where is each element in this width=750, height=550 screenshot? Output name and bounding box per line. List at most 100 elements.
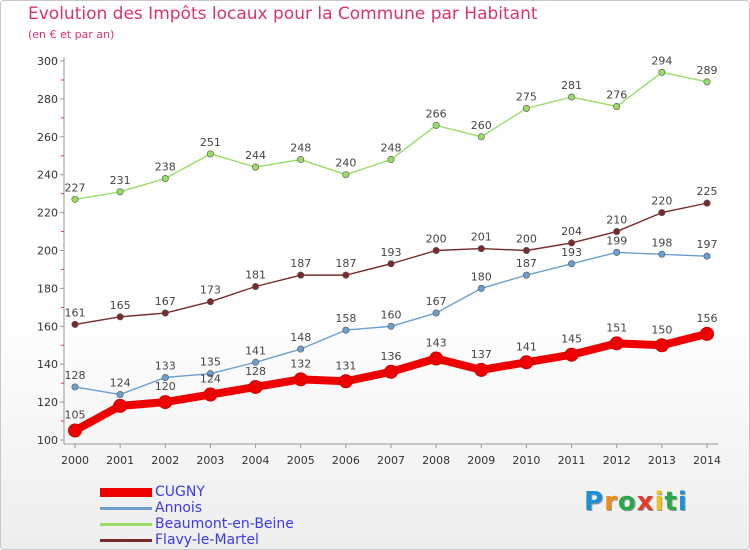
data-point-cugny: [474, 362, 489, 377]
data-label-beaumont-en-beine: 231: [110, 174, 131, 187]
data-point-beaumont-en-beine: [206, 150, 214, 158]
data-point-annois: [71, 383, 79, 391]
data-point-cugny: [113, 398, 128, 413]
legend-label-flavy-le-martel: Flavy-le-Martel: [155, 532, 259, 548]
data-point-cugny: [519, 355, 534, 370]
data-point-beaumont-en-beine: [658, 68, 666, 76]
legend-item-flavy-le-martel[interactable]: Flavy-le-Martel: [100, 532, 294, 548]
proxiti-logo[interactable]: Proxiti: [584, 487, 688, 517]
data-point-flavy-le-martel: [206, 298, 214, 306]
x-tick-label: 2004: [242, 454, 270, 467]
data-point-flavy-le-martel: [432, 247, 440, 255]
x-tick-label: 2001: [106, 454, 134, 467]
data-label-cugny: 105: [65, 409, 86, 422]
data-label-flavy-le-martel: 181: [245, 269, 266, 282]
x-tick-label: 2007: [377, 454, 405, 467]
data-label-cugny: 143: [426, 337, 447, 350]
logo-letter: t: [664, 487, 678, 517]
data-point-beaumont-en-beine: [252, 163, 260, 171]
data-point-flavy-le-martel: [297, 271, 305, 279]
data-label-cugny: 120: [155, 380, 176, 393]
y-tick-label: 220: [37, 207, 58, 220]
data-point-annois: [522, 271, 530, 279]
data-point-cugny: [338, 374, 353, 389]
y-tick-label: 240: [37, 169, 58, 182]
chart-axes: 100 120 140 160 180 200 220 240 260 280 300 2000 200…: [37, 55, 721, 467]
data-label-annois: 198: [651, 236, 672, 249]
data-point-annois: [703, 252, 711, 260]
legend: CUGNY Annois Beaumont-en-Beine Flavy-le-…: [100, 484, 294, 548]
data-label-beaumont-en-beine: 281: [561, 79, 582, 92]
data-label-beaumont-en-beine: 248: [381, 142, 402, 155]
data-point-annois: [161, 373, 169, 381]
data-label-cugny: 132: [290, 357, 311, 370]
data-point-flavy-le-martel: [658, 209, 666, 217]
x-tick-label: 2011: [558, 454, 586, 467]
data-label-annois: 133: [155, 359, 176, 372]
data-point-cugny: [564, 347, 579, 362]
data-point-beaumont-en-beine: [568, 93, 576, 101]
data-label-flavy-le-martel: 201: [471, 231, 492, 244]
logo-letter: P: [584, 487, 605, 517]
data-point-cugny: [68, 423, 82, 438]
data-point-cugny: [654, 338, 669, 353]
data-label-beaumont-en-beine: 251: [200, 136, 221, 149]
x-tick-label: 2010: [512, 454, 540, 467]
data-point-flavy-le-martel: [387, 260, 395, 268]
legend-swatch-annois: [100, 506, 152, 510]
data-point-annois: [387, 322, 395, 330]
data-label-flavy-le-martel: 167: [155, 295, 176, 308]
x-tick-label: 2014: [693, 454, 721, 467]
data-point-flavy-le-martel: [522, 247, 530, 255]
data-label-cugny: 128: [245, 365, 266, 378]
legend-item-beaumont-en-beine[interactable]: Beaumont-en-Beine: [100, 516, 294, 532]
y-tick-label: 280: [37, 93, 58, 106]
data-point-beaumont-en-beine: [71, 195, 79, 203]
data-label-annois: 197: [697, 238, 718, 251]
data-label-annois: 199: [606, 234, 627, 247]
data-label-annois: 135: [200, 356, 221, 369]
x-tick-label: 2009: [467, 454, 495, 467]
data-point-flavy-le-martel: [252, 283, 260, 291]
legend-label-cugny: CUGNY: [155, 484, 205, 500]
data-point-annois: [658, 250, 666, 258]
y-tick-label: 260: [37, 131, 58, 144]
legend-label-beaumont-en-beine: Beaumont-en-Beine: [155, 516, 294, 532]
data-point-cugny: [384, 364, 398, 379]
data-label-annois: 148: [290, 331, 311, 344]
chart-subtitle: (en € et par an): [28, 28, 115, 41]
y-tick-label: 180: [37, 282, 58, 295]
data-label-annois: 180: [471, 270, 492, 283]
data-point-annois: [613, 248, 621, 256]
data-point-flavy-le-martel: [703, 199, 711, 207]
data-label-beaumont-en-beine: 260: [471, 119, 492, 132]
data-label-beaumont-en-beine: 244: [245, 149, 266, 162]
legend-item-cugny[interactable]: CUGNY: [100, 484, 294, 500]
data-point-beaumont-en-beine: [703, 78, 711, 86]
data-point-beaumont-en-beine: [477, 133, 485, 141]
data-label-flavy-le-martel: 161: [65, 306, 86, 319]
data-label-flavy-le-martel: 187: [290, 257, 311, 270]
logo-letter: i: [677, 487, 688, 517]
legend-item-annois[interactable]: Annois: [100, 500, 294, 516]
x-tick-label: 2006: [332, 454, 360, 467]
data-label-beaumont-en-beine: 240: [335, 157, 356, 170]
data-point-annois: [477, 284, 485, 292]
data-label-cugny: 137: [471, 348, 492, 361]
x-tick-label: 2002: [151, 454, 179, 467]
logo-letter: i: [654, 487, 665, 517]
data-point-cugny: [158, 395, 173, 410]
data-point-beaumont-en-beine: [387, 156, 395, 164]
data-label-cugny: 141: [516, 340, 537, 353]
data-point-annois: [116, 391, 124, 399]
data-point-annois: [432, 309, 440, 317]
data-label-cugny: 136: [381, 350, 402, 363]
data-point-flavy-le-martel: [477, 245, 485, 253]
data-point-cugny: [203, 387, 218, 402]
data-label-annois: 193: [561, 246, 582, 259]
data-label-cugny: 131: [335, 359, 356, 372]
data-label-beaumont-en-beine: 248: [290, 142, 311, 155]
data-label-cugny: 151: [606, 321, 627, 334]
x-tick-label: 2005: [287, 454, 315, 467]
